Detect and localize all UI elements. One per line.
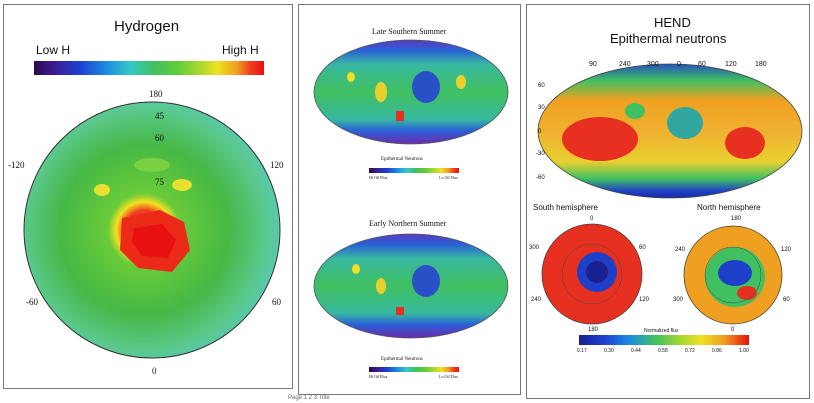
lat-label-45: 45 xyxy=(155,111,164,121)
hend-lon-tick-5: 60 xyxy=(698,61,706,68)
lon-label-0: 0 xyxy=(152,366,157,376)
lon-label-minus-60: -60 xyxy=(26,297,38,307)
flux-tick-3: 0.58 xyxy=(658,348,668,354)
hend-lon-tick-1: 90 xyxy=(589,61,597,68)
south-tick-left: 300 xyxy=(529,245,540,251)
flux-tick-5: 0.86 xyxy=(712,348,722,354)
early-northern-summer-map xyxy=(313,233,509,339)
flux-tick-1: 0.30 xyxy=(604,348,614,354)
south-tick-bottom: 180 xyxy=(588,327,599,333)
hydrogen-color-scale xyxy=(34,61,264,75)
hend-lat-tick-minus30: -30 xyxy=(536,151,545,157)
lower-legend-bar xyxy=(369,367,459,372)
north-hemisphere-map xyxy=(683,225,783,325)
south-hemisphere-label: South hemisphere xyxy=(533,203,598,212)
upper-range-high: Lo Oil Flux xyxy=(439,175,458,180)
flux-label: Normalized flux xyxy=(644,328,679,334)
hend-lon-tick-6: 120 xyxy=(725,61,737,68)
lat-label-60: 60 xyxy=(155,133,164,143)
south-tick-right: 60 xyxy=(639,245,646,251)
upper-range-low: Hi Oil Flux xyxy=(369,175,388,180)
lower-range-low: Hi Oil Flux xyxy=(369,374,388,379)
hend-panel: HEND Epithermal neutrons 90 240 xyxy=(526,4,810,399)
lower-map-title: Early Northern Summer xyxy=(369,219,447,228)
south-tick-right-lower: 120 xyxy=(639,297,650,303)
flux-tick-2: 0.44 xyxy=(631,348,641,354)
hend-lat-tick-0: 0 xyxy=(538,129,542,135)
hend-lat-tick-60: 60 xyxy=(538,83,545,89)
hend-lon-tick-3: 300 xyxy=(647,61,659,68)
flux-tick-6: 1.00 xyxy=(739,348,749,354)
north-tick-left-lower: 300 xyxy=(673,297,684,303)
lon-label-120: 120 xyxy=(270,160,284,170)
lower-range-high: Lo Oil Flux xyxy=(439,374,458,379)
south-tick-top: 0 xyxy=(590,216,594,222)
north-tick-left: 240 xyxy=(675,247,686,253)
seasonal-maps-panel: Late Southern Summer Epithermal Neutrons xyxy=(298,4,521,395)
flux-color-scale xyxy=(579,335,749,345)
north-tick-top: 180 xyxy=(731,216,742,222)
hydrogen-title: Hydrogen xyxy=(114,18,180,35)
flux-tick-4: 0.72 xyxy=(685,348,695,354)
lat-label-75: 75 xyxy=(155,177,164,187)
upper-map-title: Late Southern Summer xyxy=(372,27,447,36)
hend-lon-tick-4: 0 xyxy=(677,61,681,68)
hend-lon-tick-2: 240 xyxy=(619,61,631,68)
upper-legend-bar xyxy=(369,168,459,173)
hend-subtitle: Epithermal neutrons xyxy=(610,31,727,46)
flux-tick-0: 0.17 xyxy=(577,348,587,354)
north-hemisphere-label: North hemisphere xyxy=(697,203,761,212)
late-southern-summer-map xyxy=(313,39,509,145)
north-polar-hydrogen-map xyxy=(23,101,281,359)
low-h-label: Low H xyxy=(36,43,71,57)
hend-global-map xyxy=(537,63,803,199)
lon-label-180: 180 xyxy=(149,89,163,99)
hend-lat-tick-30: 30 xyxy=(538,105,545,111)
hend-lat-tick-minus60: -60 xyxy=(536,175,545,181)
hydrogen-panel: Hydrogen Low H High H xyxy=(3,4,293,389)
south-tick-left-lower: 240 xyxy=(531,297,542,303)
lower-legend-label: Epithermal Neutrons xyxy=(381,357,423,362)
south-hemisphere-map xyxy=(541,223,643,325)
north-tick-bottom: 0 xyxy=(731,327,735,333)
high-h-label: High H xyxy=(222,43,259,57)
lon-label-minus-120: -120 xyxy=(8,160,25,170)
lon-label-60: 60 xyxy=(272,297,281,307)
north-tick-right: 120 xyxy=(781,247,792,253)
north-tick-right-lower: 60 xyxy=(783,297,790,303)
page-caption: Page 1 2 3 Title xyxy=(288,395,330,401)
hend-title: HEND xyxy=(654,15,691,30)
hend-lon-tick-7: 180 xyxy=(755,61,767,68)
upper-legend-label: Epithermal Neutrons xyxy=(381,157,423,162)
